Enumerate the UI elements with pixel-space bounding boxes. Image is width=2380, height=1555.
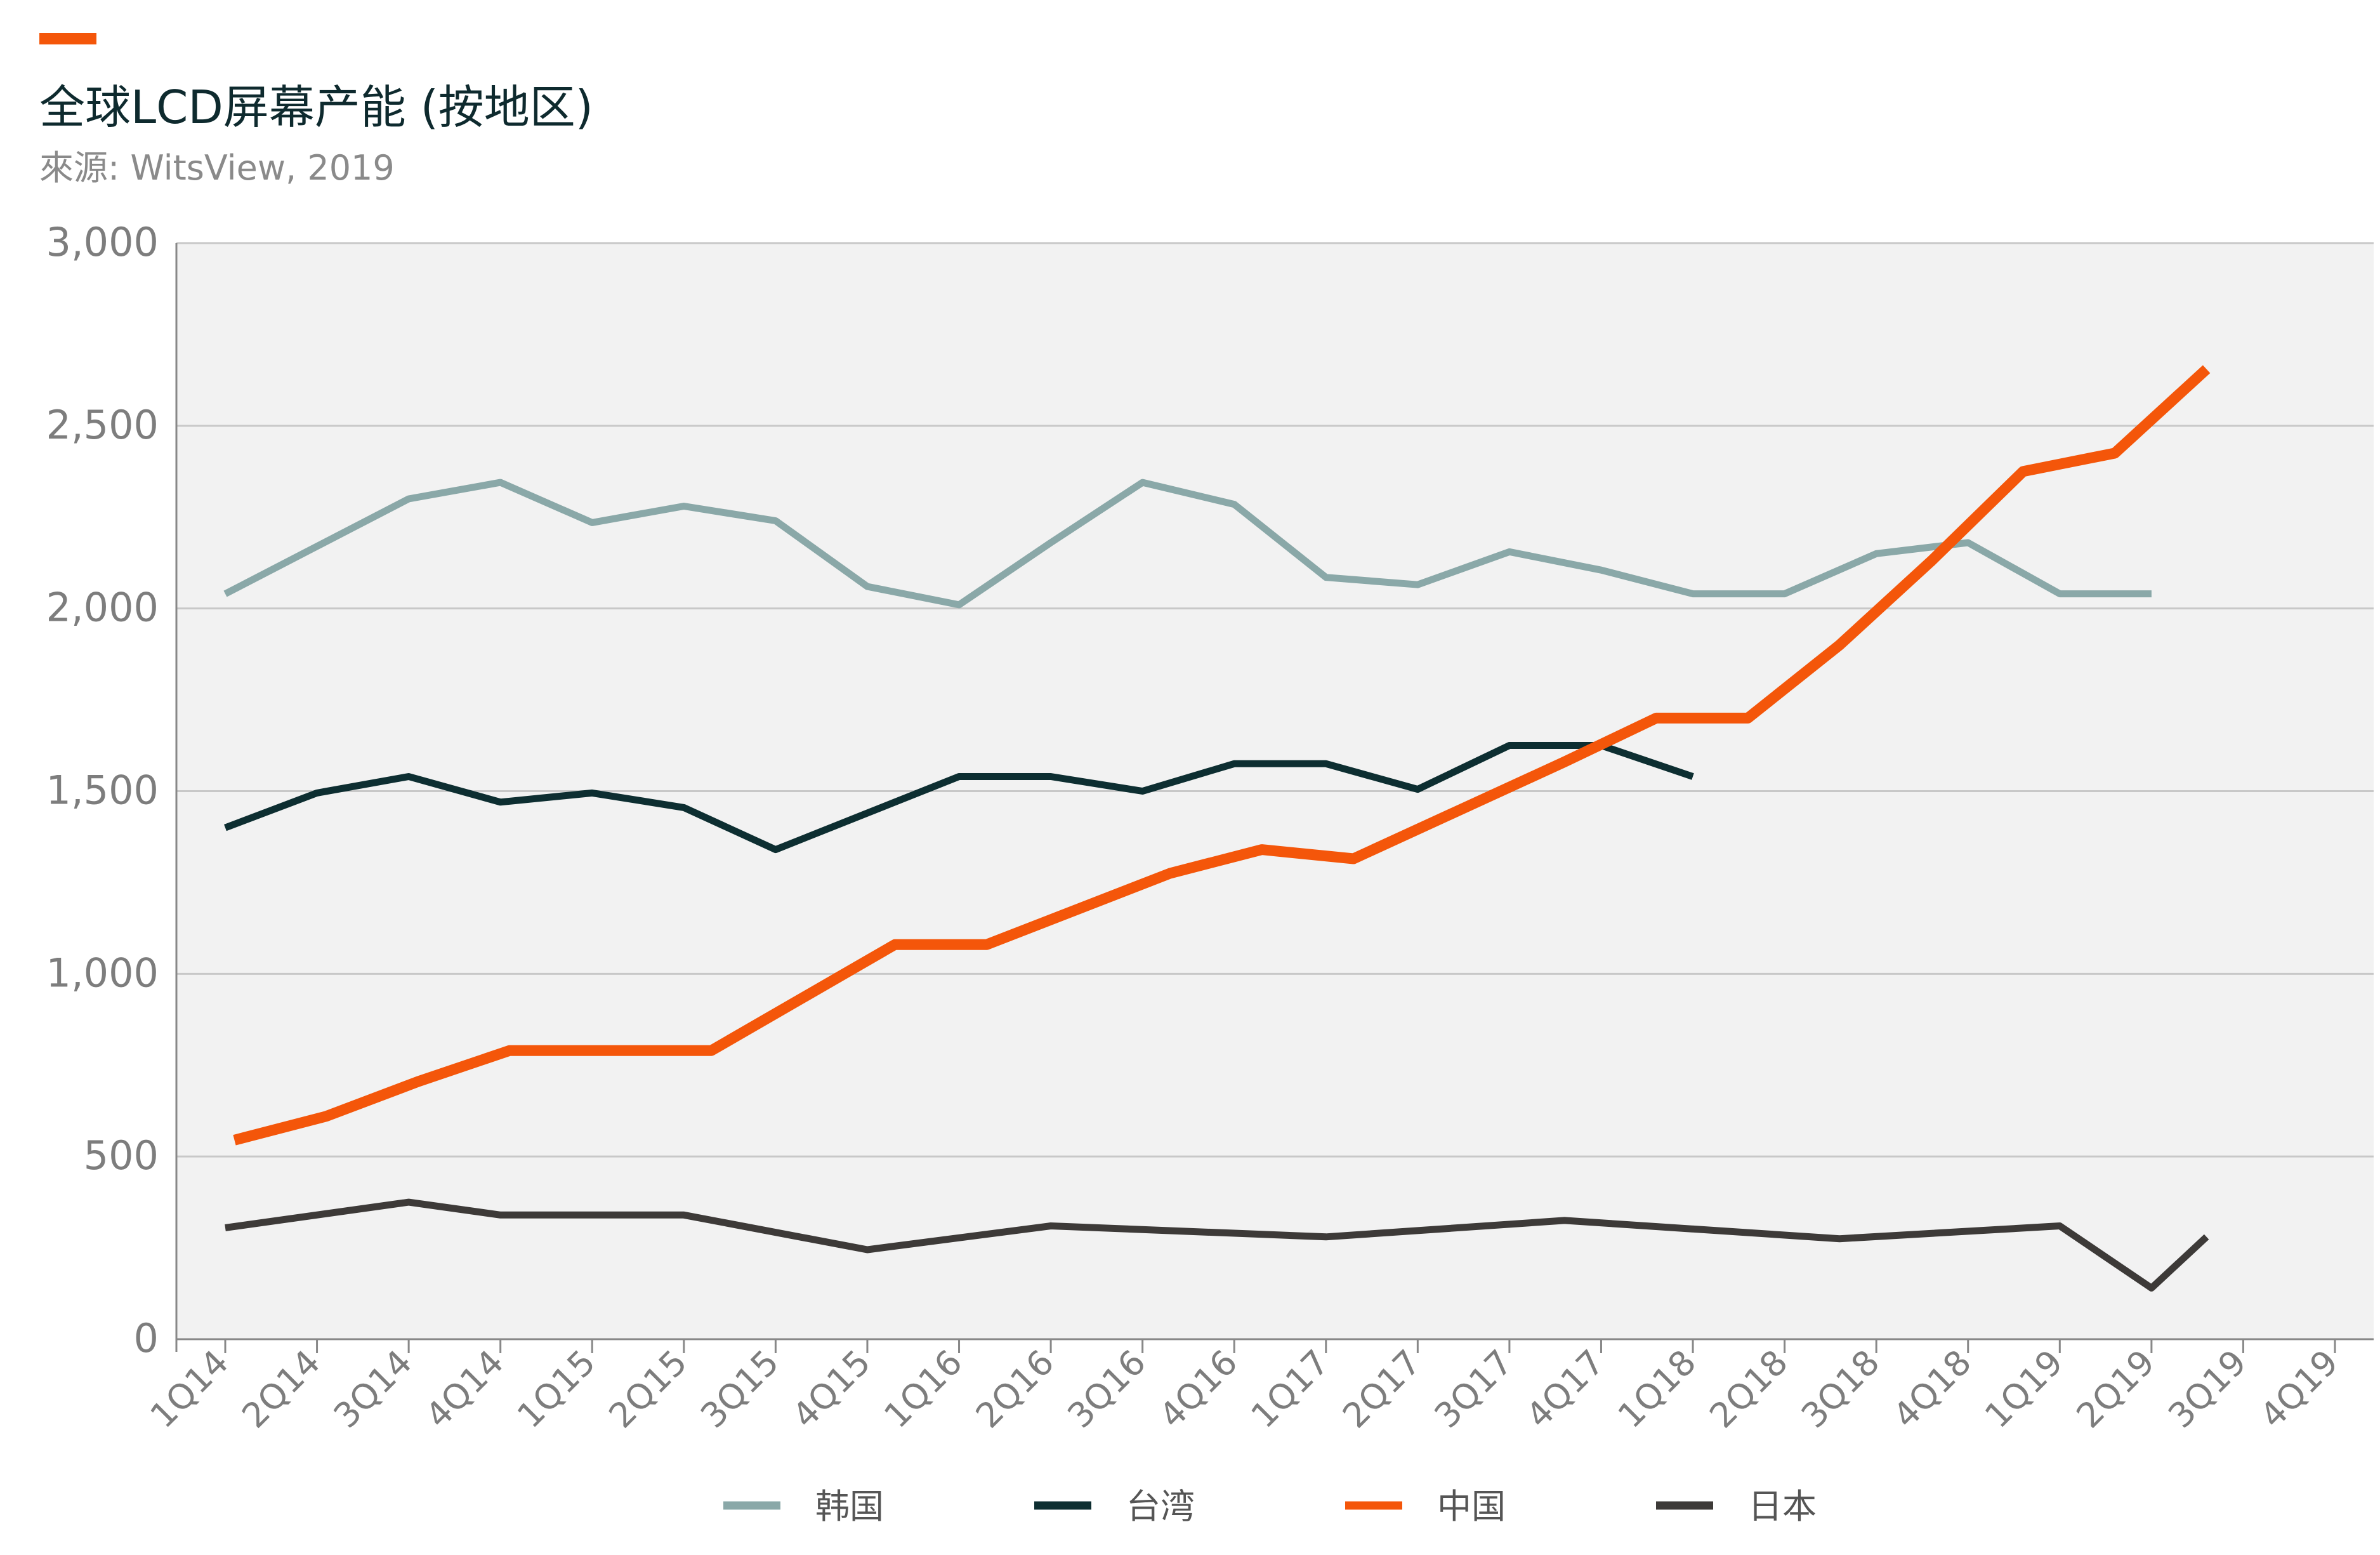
y-tick-label: 2,000 xyxy=(46,585,159,631)
chart-title: 全球LCD屏幕产能 (按地区) xyxy=(39,81,593,134)
x-tick-label: 4Q14 xyxy=(417,1342,511,1436)
accent-bar xyxy=(39,33,96,44)
legend-label: 韩国 xyxy=(815,1486,884,1526)
x-tick-label: 3Q14 xyxy=(326,1342,419,1436)
x-tick-label: 4Q19 xyxy=(2252,1342,2346,1436)
y-tick-label: 3,000 xyxy=(46,219,159,265)
x-tick-label: 1Q15 xyxy=(510,1342,603,1436)
x-tick-label: 2Q17 xyxy=(1335,1342,1428,1436)
series-line xyxy=(223,479,2152,609)
y-tick-label: 1,000 xyxy=(46,950,159,996)
x-tick-label: 2Q16 xyxy=(968,1342,1062,1436)
x-tick-label: 2Q14 xyxy=(234,1342,327,1436)
x-tick-label: 3Q18 xyxy=(1794,1342,1887,1436)
legend-label: 台湾 xyxy=(1126,1486,1195,1526)
x-tick-label: 2Q19 xyxy=(2069,1342,2162,1436)
y-tick-label: 0 xyxy=(134,1315,159,1361)
x-tick-label: 1Q19 xyxy=(1977,1342,2070,1436)
x-tick-label: 4Q15 xyxy=(785,1342,878,1436)
x-tick-label: 3Q16 xyxy=(1060,1342,1153,1436)
x-tick-label: 1Q17 xyxy=(1243,1342,1336,1436)
x-tick-label: 4Q16 xyxy=(1152,1342,1245,1436)
x-tick-label: 3Q19 xyxy=(2160,1342,2254,1436)
y-tick-label: 1,500 xyxy=(46,767,159,814)
y-tick-label: 2,500 xyxy=(46,402,159,448)
chart-source: 來源: WitsView, 2019 xyxy=(39,148,395,188)
legend-label: 日本 xyxy=(1748,1486,1817,1526)
y-tick-label: 500 xyxy=(84,1132,159,1179)
legend-label: 中国 xyxy=(1437,1486,1506,1526)
x-tick-label: 2Q18 xyxy=(1702,1342,1795,1436)
x-tick-label: 2Q15 xyxy=(602,1342,695,1436)
series-line xyxy=(224,742,1694,854)
x-tick-label: 1Q16 xyxy=(876,1342,970,1436)
x-tick-label: 3Q17 xyxy=(1427,1342,1520,1436)
x-tick-label: 3Q15 xyxy=(693,1342,786,1436)
x-tick-label: 1Q18 xyxy=(1610,1342,1704,1436)
series-line xyxy=(225,1198,2209,1292)
x-tick-label: 4Q17 xyxy=(1518,1342,1612,1436)
series-line xyxy=(233,365,2211,1146)
x-tick-label: 4Q18 xyxy=(1885,1342,1978,1436)
